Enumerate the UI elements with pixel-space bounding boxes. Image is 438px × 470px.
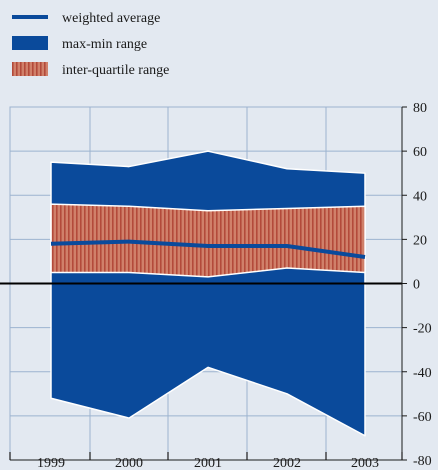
y-tick-label: -60	[413, 410, 432, 425]
y-tick-label: -20	[413, 322, 432, 337]
x-tick-label: 2003	[351, 456, 379, 470]
legend-label-max-min-range: max-min range	[62, 37, 147, 52]
y-tick-label: -80	[413, 454, 432, 469]
x-tick-label: 2000	[115, 456, 143, 470]
legend-label-inter-quartile-range: inter-quartile range	[62, 63, 169, 78]
y-tick-label: 20	[413, 233, 427, 248]
x-tick-label: 1999	[37, 456, 65, 470]
inter-quartile-range-band	[50, 203, 366, 278]
weighted-average-line	[50, 239, 366, 260]
y-tick-label: 60	[413, 145, 427, 160]
max-min-range-band	[50, 150, 366, 437]
legend-swatch-max-min-range	[12, 36, 48, 50]
legend-swatch-inter-quartile-range	[12, 62, 48, 76]
y-tick-label: 0	[413, 278, 420, 293]
legend-label-weighted-average: weighted average	[62, 11, 160, 26]
x-tick-label: 2002	[273, 456, 301, 470]
x-tick-label: 2001	[194, 456, 222, 470]
y-tick-label: 40	[413, 189, 427, 204]
y-tick-label: -40	[413, 366, 432, 381]
y-tick-label: 80	[413, 101, 427, 116]
